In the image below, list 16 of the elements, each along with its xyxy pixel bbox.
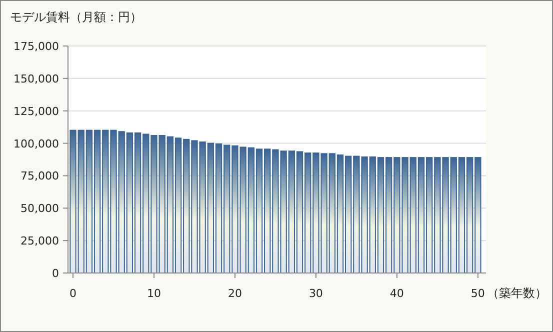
x-tick-label: 30 (308, 287, 323, 300)
y-tick-label: 75,000 (20, 170, 59, 183)
x-tick-label: 20 (228, 287, 242, 300)
y-tick-label: 100,000 (14, 137, 59, 150)
x-tick-label: 0 (70, 287, 76, 300)
chart-title: モデル賃料（月額：円） (10, 10, 142, 24)
x-tick-label: 10 (146, 287, 161, 300)
x-axis-title: （築年数） (487, 286, 547, 300)
y-tick-label: 125,000 (14, 104, 59, 118)
y-tick-label: 50,000 (20, 202, 59, 216)
x-tick-label: 40 (390, 287, 404, 300)
y-tick-label: 0 (52, 267, 59, 280)
y-tick-label: 150,000 (14, 72, 59, 86)
y-tick-label: 175,000 (14, 40, 59, 53)
y-tick-label: 25,000 (20, 234, 59, 248)
x-tick-label: 50 (470, 287, 485, 300)
